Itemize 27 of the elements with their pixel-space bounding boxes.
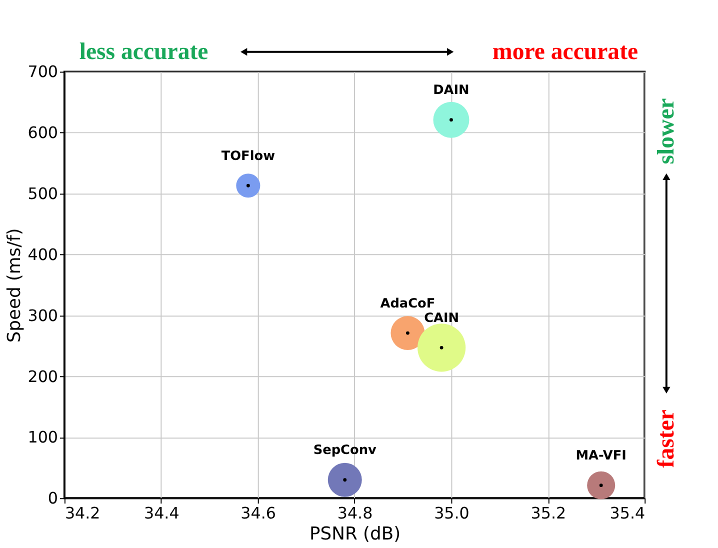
series-label: AdaCoF xyxy=(380,296,436,312)
y-tick-label: 700 xyxy=(28,62,58,82)
y-tick-label: 600 xyxy=(28,123,58,142)
y-tick-label: 400 xyxy=(28,244,58,264)
x-tick-label: 34.8 xyxy=(337,503,373,522)
y-tick-label: 500 xyxy=(28,184,58,203)
x-axis-title: PSNR (dB) xyxy=(310,523,401,544)
y-tick-label: 300 xyxy=(28,306,58,325)
series-label: MA-VFI xyxy=(576,448,626,464)
x-tick-label: 35.4 xyxy=(610,503,646,522)
y-tick-label: 100 xyxy=(28,428,58,447)
text: faster xyxy=(653,409,680,468)
y-tick-label: 0 xyxy=(48,488,58,508)
text: more accurate xyxy=(492,38,638,65)
text: less accurate xyxy=(79,38,208,65)
y-axis-title: Speed (ms/f) xyxy=(4,228,25,343)
x-tick-label: 34.4 xyxy=(144,503,180,522)
series-label: TOFlow xyxy=(221,148,276,164)
x-tick-label: 34.6 xyxy=(240,503,276,522)
x-tick-label: 35.0 xyxy=(434,503,470,522)
y-tick-label: 200 xyxy=(28,366,58,386)
series-label: DAIN xyxy=(433,83,470,98)
series-label: SepConv xyxy=(313,443,378,458)
text: slower xyxy=(653,98,680,164)
series-label: CAIN xyxy=(424,310,460,326)
x-tick-label: 35.2 xyxy=(530,503,566,522)
x-tick-label: 34.2 xyxy=(64,503,100,522)
